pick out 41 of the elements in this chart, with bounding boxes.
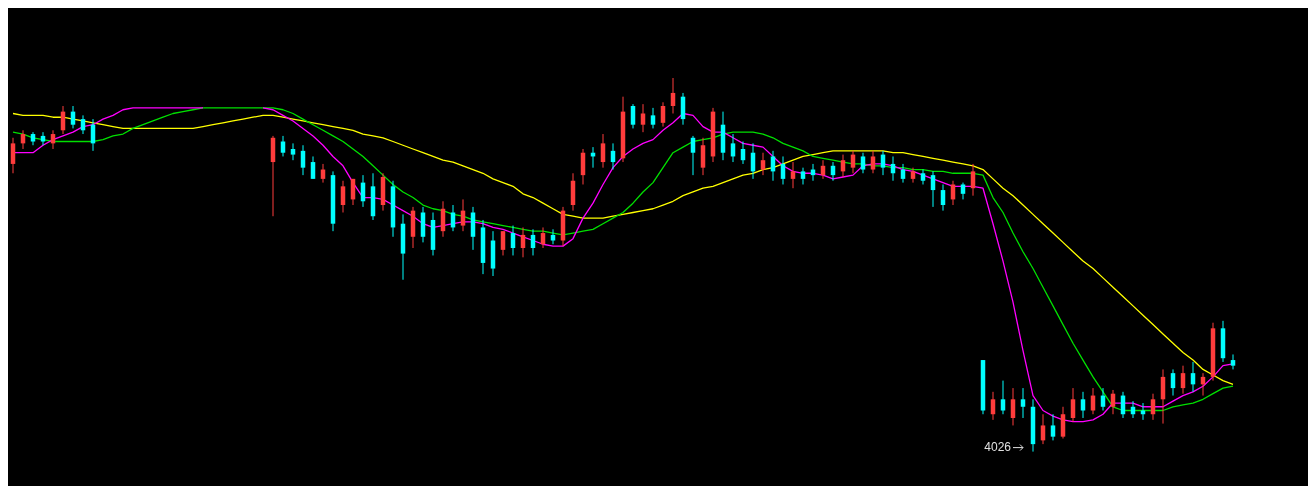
candlestick xyxy=(1050,413,1056,441)
candlestick xyxy=(1230,353,1236,370)
candlestick xyxy=(510,225,516,256)
candlestick xyxy=(860,152,866,174)
candlestick xyxy=(290,142,296,161)
candlestick xyxy=(630,103,636,129)
candlestick xyxy=(950,180,956,206)
candlestick xyxy=(600,133,606,169)
candlestick xyxy=(1060,406,1066,440)
candlestick xyxy=(650,107,656,129)
candlestick xyxy=(700,137,706,176)
candlestick xyxy=(870,150,876,174)
candlestick xyxy=(940,183,946,212)
candlestick xyxy=(1080,391,1086,419)
candlestick xyxy=(780,155,786,185)
candlestick xyxy=(1090,387,1096,415)
candlestick xyxy=(1040,413,1046,445)
candlestick xyxy=(1150,393,1156,421)
candlestick xyxy=(690,135,696,176)
candlestick xyxy=(1010,387,1016,426)
candlestick xyxy=(460,198,466,232)
candlestick xyxy=(500,230,506,256)
candlestick xyxy=(930,170,936,208)
candlestick xyxy=(450,204,456,232)
candlestick xyxy=(770,150,776,182)
candlestick xyxy=(1170,368,1176,397)
candlestick xyxy=(800,167,806,185)
candlestick xyxy=(1070,387,1076,423)
candlestick xyxy=(10,137,16,174)
candlestick xyxy=(550,228,556,245)
annotation: 4026 xyxy=(984,439,1012,454)
candlestick xyxy=(640,103,646,133)
candlestick xyxy=(1180,365,1186,395)
candlestick xyxy=(910,167,916,184)
candlestick xyxy=(1020,387,1026,419)
candlestick xyxy=(1000,380,1006,415)
candlestick xyxy=(790,161,796,189)
candlestick xyxy=(40,131,46,146)
candlestick xyxy=(760,152,766,176)
candlestick xyxy=(340,180,346,213)
candlestick xyxy=(990,391,996,421)
